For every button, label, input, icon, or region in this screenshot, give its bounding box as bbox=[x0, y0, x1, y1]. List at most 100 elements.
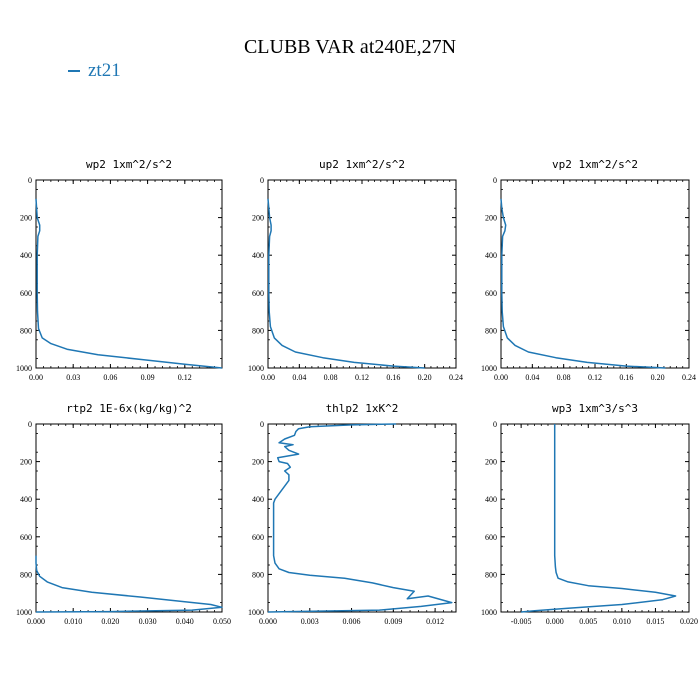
x-tick-label: 0.005 bbox=[579, 617, 597, 626]
x-tick-label: 0.010 bbox=[613, 617, 631, 626]
panel-title: wp2 1xm^2/s^2 bbox=[86, 158, 172, 171]
x-tick-label: 0.16 bbox=[619, 373, 633, 382]
y-tick-label: 600 bbox=[20, 289, 32, 298]
x-tick-label: -0.005 bbox=[511, 617, 532, 626]
x-tick-label: 0.000 bbox=[546, 617, 564, 626]
y-tick-label: 1000 bbox=[481, 608, 497, 617]
x-tick-label: 0.12 bbox=[588, 373, 602, 382]
y-tick-label: 200 bbox=[20, 458, 32, 467]
x-tick-label: 0.04 bbox=[525, 373, 539, 382]
series-line bbox=[267, 198, 425, 369]
y-tick-label: 600 bbox=[20, 533, 32, 542]
x-tick-label: 0.03 bbox=[66, 373, 80, 382]
series-line bbox=[521, 424, 677, 613]
x-tick-label: 0.04 bbox=[292, 373, 306, 382]
y-tick-label: 400 bbox=[252, 495, 264, 504]
y-tick-label: 0 bbox=[493, 176, 497, 185]
y-tick-label: 1000 bbox=[248, 608, 264, 617]
x-tick-label: 0.08 bbox=[324, 373, 338, 382]
panel-4: rtp2 1E-6x(kg/kg)^2 0 200 400 600 800 10000.00… bbox=[16, 402, 231, 626]
y-tick-label: 400 bbox=[485, 251, 497, 260]
x-tick-label: 0.00 bbox=[494, 373, 508, 382]
y-tick-label: 200 bbox=[20, 214, 32, 223]
y-tick-label: 600 bbox=[485, 533, 497, 542]
y-tick-label: 200 bbox=[252, 458, 264, 467]
y-tick-label: 400 bbox=[485, 495, 497, 504]
y-tick-label: 200 bbox=[252, 214, 264, 223]
x-tick-label: 0.010 bbox=[64, 617, 82, 626]
series-line bbox=[500, 198, 666, 369]
series-line bbox=[267, 423, 453, 613]
x-tick-label: 0.06 bbox=[103, 373, 117, 382]
x-tick-label: 0.00 bbox=[261, 373, 275, 382]
y-tick-label: 400 bbox=[252, 251, 264, 260]
y-tick-label: 0 bbox=[260, 176, 264, 185]
x-tick-label: 0.006 bbox=[343, 617, 361, 626]
y-tick-label: 1000 bbox=[16, 364, 32, 373]
x-tick-label: 0.08 bbox=[557, 373, 571, 382]
panel-title: vp2 1xm^2/s^2 bbox=[552, 158, 638, 171]
y-tick-label: 400 bbox=[20, 495, 32, 504]
plot-frame bbox=[500, 423, 690, 613]
x-tick-label: 0.12 bbox=[178, 373, 192, 382]
plot-frame bbox=[35, 179, 223, 369]
legend: zt21 bbox=[68, 60, 121, 82]
y-tick-label: 1000 bbox=[481, 364, 497, 373]
panel-title: rtp2 1E-6x(kg/kg)^2 bbox=[66, 402, 192, 415]
x-tick-label: 0.20 bbox=[651, 373, 665, 382]
x-tick-label: 0.20 bbox=[418, 373, 432, 382]
x-tick-label: 0.015 bbox=[646, 617, 664, 626]
x-tick-label: 0.050 bbox=[213, 617, 231, 626]
x-tick-label: 0.12 bbox=[355, 373, 369, 382]
y-tick-label: 800 bbox=[20, 570, 32, 579]
x-tick-label: 0.020 bbox=[101, 617, 119, 626]
x-tick-label: 0.030 bbox=[139, 617, 157, 626]
x-tick-label: 0.012 bbox=[426, 617, 444, 626]
panel-title: up2 1xm^2/s^2 bbox=[319, 158, 405, 171]
y-tick-label: 600 bbox=[252, 289, 264, 298]
series-line bbox=[35, 198, 223, 369]
series-line bbox=[35, 555, 223, 613]
y-tick-label: 200 bbox=[485, 458, 497, 467]
x-tick-label: 0.16 bbox=[386, 373, 400, 382]
y-tick-label: 800 bbox=[252, 326, 264, 335]
x-tick-label: 0.000 bbox=[259, 617, 277, 626]
y-tick-label: 800 bbox=[485, 570, 497, 579]
x-tick-label: 0.009 bbox=[384, 617, 402, 626]
panel-title: thlp2 1xK^2 bbox=[326, 402, 399, 415]
panel-title: wp3 1xm^3/s^3 bbox=[552, 402, 638, 415]
plot-frame bbox=[267, 423, 457, 613]
y-tick-label: 0 bbox=[260, 420, 264, 429]
figure-title: CLUBB VAR at240E,27N bbox=[243, 36, 457, 58]
x-tick-label: 0.00 bbox=[29, 373, 43, 382]
y-tick-label: 800 bbox=[252, 570, 264, 579]
x-tick-label: 0.24 bbox=[682, 373, 696, 382]
y-tick-label: 1000 bbox=[248, 364, 264, 373]
legend-label: zt21 bbox=[88, 60, 121, 81]
y-tick-label: 800 bbox=[485, 326, 497, 335]
y-tick-label: 200 bbox=[485, 214, 497, 223]
x-tick-label: 0.000 bbox=[27, 617, 45, 626]
x-tick-label: 0.020 bbox=[680, 617, 698, 626]
y-tick-label: 800 bbox=[20, 326, 32, 335]
plot-frame bbox=[500, 179, 690, 369]
y-tick-label: 0 bbox=[28, 176, 32, 185]
x-tick-label: 0.24 bbox=[449, 373, 463, 382]
legend-line-swatch bbox=[68, 70, 80, 72]
plot-frame bbox=[35, 423, 223, 613]
x-tick-label: 0.003 bbox=[301, 617, 319, 626]
x-tick-label: 0.09 bbox=[141, 373, 155, 382]
y-tick-label: 0 bbox=[493, 420, 497, 429]
y-tick-label: 0 bbox=[28, 420, 32, 429]
panel-6: wp3 1xm^3/s^3 0 200 400 600 800 1000 -0.005 0.00… bbox=[481, 402, 698, 626]
y-tick-label: 400 bbox=[20, 251, 32, 260]
y-tick-label: 600 bbox=[252, 533, 264, 542]
x-tick-label: 0.040 bbox=[176, 617, 194, 626]
plot-frame bbox=[267, 179, 457, 369]
